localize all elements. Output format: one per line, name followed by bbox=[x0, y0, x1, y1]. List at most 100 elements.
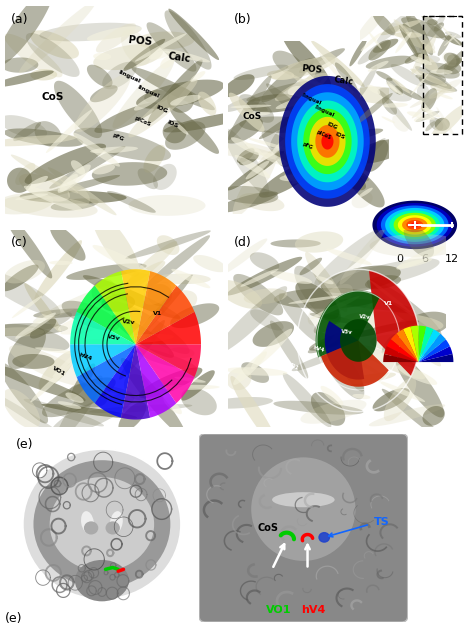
Polygon shape bbox=[291, 93, 364, 191]
Polygon shape bbox=[2, 265, 38, 291]
Polygon shape bbox=[377, 9, 414, 43]
Polygon shape bbox=[0, 115, 47, 138]
Polygon shape bbox=[114, 334, 174, 343]
Polygon shape bbox=[295, 232, 343, 253]
Polygon shape bbox=[169, 347, 194, 358]
Polygon shape bbox=[136, 345, 194, 403]
Polygon shape bbox=[58, 401, 82, 409]
Polygon shape bbox=[307, 163, 334, 172]
Polygon shape bbox=[158, 385, 220, 390]
Polygon shape bbox=[118, 402, 146, 432]
Polygon shape bbox=[415, 75, 457, 92]
Polygon shape bbox=[42, 378, 116, 417]
Polygon shape bbox=[366, 56, 412, 69]
Polygon shape bbox=[49, 261, 73, 265]
Polygon shape bbox=[127, 241, 177, 285]
Polygon shape bbox=[0, 70, 54, 87]
Polygon shape bbox=[339, 350, 385, 377]
Polygon shape bbox=[234, 64, 288, 80]
Polygon shape bbox=[136, 271, 176, 345]
Polygon shape bbox=[163, 121, 186, 144]
Text: hV4: hV4 bbox=[301, 605, 326, 614]
Polygon shape bbox=[49, 146, 126, 189]
Polygon shape bbox=[334, 327, 359, 341]
Text: CoS: CoS bbox=[42, 93, 64, 103]
Polygon shape bbox=[35, 121, 62, 147]
Polygon shape bbox=[143, 235, 210, 290]
Polygon shape bbox=[410, 223, 419, 227]
Text: POS: POS bbox=[128, 35, 152, 47]
Polygon shape bbox=[26, 176, 48, 190]
Polygon shape bbox=[304, 168, 369, 182]
Polygon shape bbox=[46, 110, 92, 153]
Polygon shape bbox=[154, 274, 210, 284]
Polygon shape bbox=[262, 152, 288, 166]
Polygon shape bbox=[337, 258, 439, 289]
Polygon shape bbox=[314, 228, 386, 286]
Text: IOG: IOG bbox=[326, 121, 338, 130]
Polygon shape bbox=[303, 108, 352, 174]
Polygon shape bbox=[316, 276, 334, 284]
Polygon shape bbox=[273, 401, 364, 415]
Polygon shape bbox=[279, 76, 376, 207]
Polygon shape bbox=[292, 75, 340, 108]
Polygon shape bbox=[348, 320, 419, 338]
Polygon shape bbox=[48, 167, 117, 215]
Text: V1: V1 bbox=[153, 311, 162, 316]
Polygon shape bbox=[13, 122, 41, 141]
Polygon shape bbox=[39, 23, 142, 41]
Polygon shape bbox=[283, 373, 331, 427]
Polygon shape bbox=[387, 81, 403, 96]
Wedge shape bbox=[410, 325, 418, 362]
Polygon shape bbox=[299, 74, 330, 107]
Polygon shape bbox=[287, 168, 327, 184]
Polygon shape bbox=[419, 9, 447, 41]
Polygon shape bbox=[352, 192, 373, 208]
Polygon shape bbox=[93, 164, 115, 174]
Polygon shape bbox=[251, 102, 268, 112]
Polygon shape bbox=[285, 84, 370, 198]
Polygon shape bbox=[230, 105, 272, 108]
Polygon shape bbox=[15, 193, 48, 200]
Polygon shape bbox=[340, 319, 377, 362]
Polygon shape bbox=[271, 239, 321, 248]
Polygon shape bbox=[77, 286, 136, 345]
Polygon shape bbox=[38, 350, 76, 390]
Polygon shape bbox=[270, 320, 308, 378]
Polygon shape bbox=[245, 143, 299, 165]
Polygon shape bbox=[139, 367, 202, 398]
Polygon shape bbox=[404, 311, 450, 336]
Polygon shape bbox=[292, 352, 339, 371]
Polygon shape bbox=[368, 61, 389, 71]
Polygon shape bbox=[26, 33, 80, 77]
Polygon shape bbox=[315, 125, 339, 158]
Polygon shape bbox=[174, 122, 188, 135]
Polygon shape bbox=[168, 9, 219, 60]
Polygon shape bbox=[286, 57, 324, 69]
Polygon shape bbox=[233, 149, 278, 217]
Polygon shape bbox=[382, 334, 398, 355]
Polygon shape bbox=[95, 271, 136, 345]
Text: (e): (e) bbox=[16, 438, 33, 450]
Polygon shape bbox=[128, 78, 198, 137]
Polygon shape bbox=[386, 83, 401, 94]
Polygon shape bbox=[56, 376, 102, 441]
Polygon shape bbox=[435, 118, 450, 131]
Polygon shape bbox=[395, 354, 444, 417]
Polygon shape bbox=[228, 75, 272, 140]
Polygon shape bbox=[373, 39, 398, 53]
Polygon shape bbox=[226, 367, 287, 376]
Ellipse shape bbox=[23, 449, 181, 600]
Polygon shape bbox=[316, 88, 353, 98]
Polygon shape bbox=[319, 53, 349, 88]
Ellipse shape bbox=[34, 460, 170, 588]
Polygon shape bbox=[326, 248, 372, 265]
Polygon shape bbox=[90, 147, 138, 153]
Text: pICoS: pICoS bbox=[133, 115, 151, 127]
Polygon shape bbox=[382, 97, 397, 115]
Polygon shape bbox=[314, 184, 344, 193]
Polygon shape bbox=[414, 117, 423, 122]
Polygon shape bbox=[174, 377, 206, 383]
Polygon shape bbox=[9, 345, 91, 387]
Polygon shape bbox=[266, 84, 319, 131]
